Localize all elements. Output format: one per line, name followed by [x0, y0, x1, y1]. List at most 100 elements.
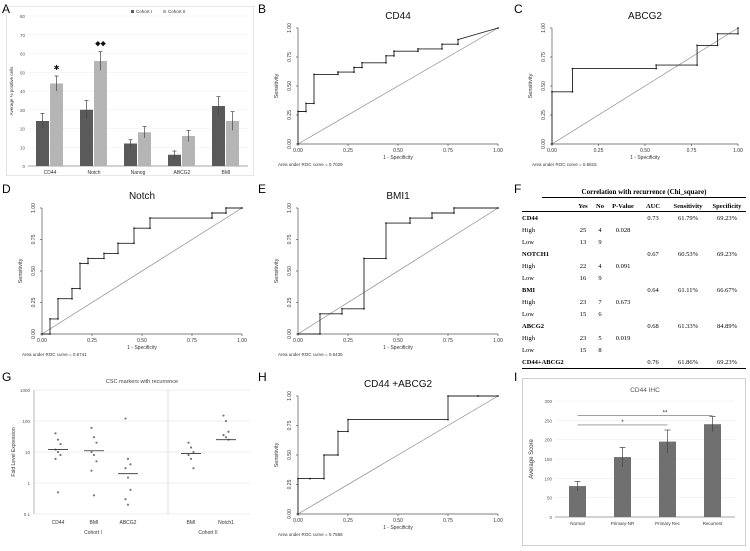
x-tick-label: 1.00: [493, 518, 503, 524]
roc-point: [431, 217, 433, 219]
reference-line: [297, 27, 499, 145]
table-cell: CD44+ABCG2: [522, 356, 574, 369]
legend-swatch: [131, 10, 134, 13]
table-cell: 0.019: [615, 334, 631, 342]
x-tick-label: 0.75: [687, 148, 697, 154]
table-cell: [608, 212, 638, 225]
y-tick-label: 0.75: [287, 234, 293, 244]
table-cell: 0.028: [615, 226, 631, 234]
roc-point: [571, 67, 574, 70]
y-tick-label: 1: [27, 481, 30, 486]
y-tick-label: 60: [20, 52, 26, 57]
y-tick-label: 100: [544, 476, 552, 481]
y-tick-label: 0.00: [541, 139, 547, 149]
x-tick-label: 1.00: [493, 148, 503, 154]
table-cell: NOTCH1: [522, 250, 550, 258]
x-tick-label: 0.75: [443, 518, 453, 524]
table-cell: BMI: [522, 286, 535, 294]
roc-chart-notch: Notch 0.00 0.25 0.50 0.75 1.00 0.00 0.25 0.50 0.7…: [18, 191, 247, 357]
table-cell: [638, 272, 668, 284]
table-cell: 23: [579, 334, 587, 342]
x-tick-label: 0.25: [343, 518, 353, 524]
roc-point: [737, 32, 739, 35]
data-point: [126, 476, 130, 479]
y-tick-label: 20: [20, 127, 26, 132]
y-axis-label: Average Score: [529, 439, 535, 479]
x-tick-label: 0.25: [594, 148, 604, 154]
table-cell: 0.64: [647, 286, 659, 294]
table-cell: [638, 332, 668, 344]
x-tick-label: 0.00: [293, 518, 303, 524]
table-cell: High: [522, 298, 535, 306]
legend-label: Cohort I: [136, 9, 152, 14]
table-cell: [708, 296, 746, 308]
table-cell: [608, 320, 638, 332]
bar: [182, 136, 195, 166]
table-cell: [638, 236, 668, 248]
data-point: [189, 446, 193, 449]
data-point: [92, 453, 96, 457]
data-point: [95, 441, 98, 444]
category-label: CD44: [52, 520, 65, 526]
bar: [659, 441, 676, 517]
table-cell: 23: [579, 298, 587, 306]
panel-label-c: C: [514, 2, 523, 16]
table-cell: 61.11%: [678, 286, 698, 294]
table-row: Low 13 9: [522, 236, 746, 248]
bar: [50, 83, 63, 166]
y-tick-label: 0.25: [287, 110, 293, 120]
roc-point: [497, 27, 499, 29]
roc-point: [319, 312, 321, 315]
table-cell: [608, 272, 638, 284]
y-tick-label: 0.25: [287, 297, 293, 307]
table-cell: [638, 344, 668, 356]
roc-point: [571, 90, 574, 93]
cd44-ihc-frame: [522, 378, 746, 546]
roc-point: [305, 102, 307, 105]
table-cell: 4: [598, 226, 602, 234]
y-tick-label: 50: [20, 70, 26, 75]
roc-point: [477, 395, 479, 397]
table-cell: 6: [598, 310, 602, 318]
table-row: High 25 4 0.028: [522, 224, 746, 236]
roc-point: [409, 217, 411, 219]
auc-label: Area under ROC curve = 0.6741: [22, 352, 87, 357]
roc-curve: [298, 207, 498, 335]
roc-point: [341, 312, 343, 315]
y-axis-label: Sensitivity: [274, 442, 280, 467]
table-cell: High: [522, 334, 535, 342]
table-header-cell: No: [592, 202, 608, 212]
roc-point: [457, 38, 459, 41]
x-tick-label: 0.25: [87, 338, 97, 344]
y-tick-label: 0.00: [287, 509, 293, 519]
table-row: ABCG2 0.68 61.33% 84.89%: [522, 320, 746, 332]
x-tick-label: 0.75: [443, 148, 453, 154]
y-tick-label: 250: [544, 418, 552, 423]
panel-label-d: D: [2, 182, 11, 196]
table-cell: Low: [522, 310, 534, 318]
x-tick-label: 0.50: [393, 518, 403, 524]
table-cell: [708, 308, 746, 320]
roc-point: [313, 73, 315, 76]
table-cell: [708, 236, 746, 248]
roc-point: [337, 73, 339, 76]
roc-point: [211, 212, 213, 214]
table-row: CD44 0.73 61.79% 69.23%: [522, 212, 746, 225]
table-cell: [574, 248, 592, 260]
y-axis-label: Sensitivity: [18, 258, 24, 283]
table-cell: 5: [598, 334, 602, 342]
table-cell: 9: [598, 238, 602, 246]
table-cell: [638, 260, 668, 272]
roc-point: [79, 262, 81, 265]
x-tick-label: 1.00: [493, 338, 503, 344]
bar: [36, 121, 49, 166]
roc-point: [447, 418, 449, 421]
significance-marker: ✱: [54, 64, 60, 72]
table-cell: 0.67: [647, 250, 659, 258]
auc-label: Area under ROC curve = 0.6435: [278, 352, 343, 357]
roc-point: [696, 44, 698, 47]
table-cell: [638, 296, 668, 308]
category-label: Primary-NR: [611, 521, 635, 526]
data-point: [187, 441, 190, 444]
table-cell: 4: [598, 262, 602, 270]
